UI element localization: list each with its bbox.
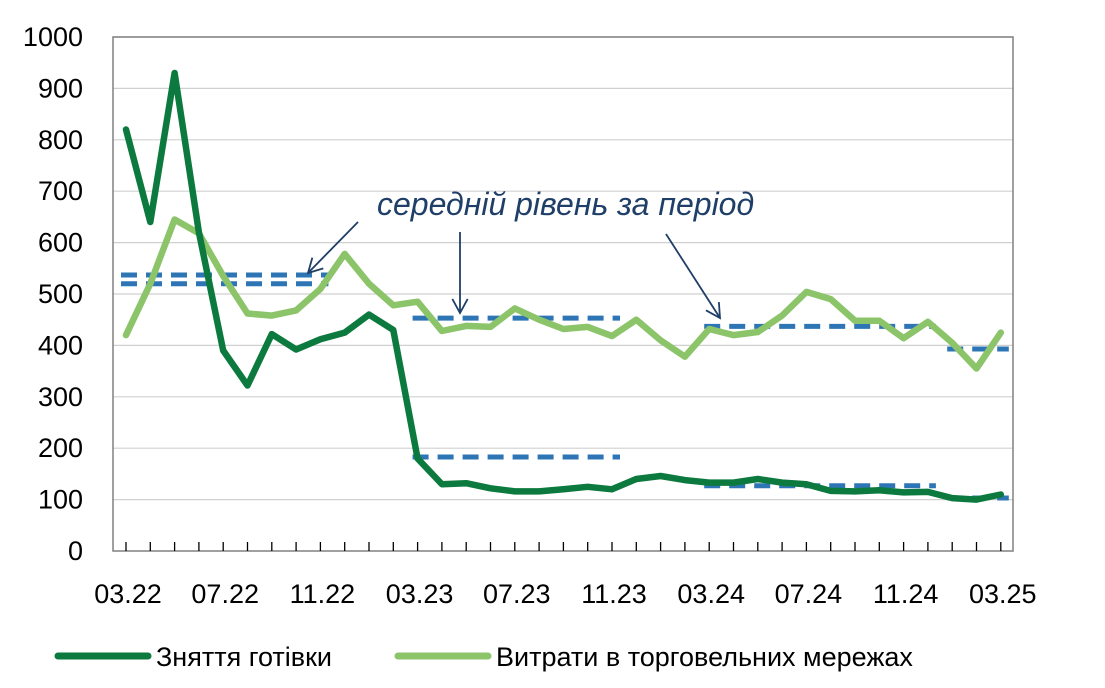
legend-label: Витрати в торговельних мережах: [496, 642, 913, 672]
average-level-lines: [121, 272, 1009, 501]
x-tick-label: 03.25: [969, 579, 1037, 609]
y-tick-label: 100: [38, 485, 83, 515]
y-tick-label: 500: [38, 279, 83, 309]
y-tick-label: 800: [38, 125, 83, 155]
y-tick-label: 1000: [23, 22, 83, 52]
gridlines: [113, 36, 1013, 501]
arrow-head: [705, 301, 722, 320]
y-tick-label: 900: [38, 73, 83, 103]
arrow-head: [306, 257, 324, 275]
y-tick-label: 700: [38, 176, 83, 206]
x-tick-label: 03.24: [677, 579, 745, 609]
x-tick-label: 11.23: [581, 579, 647, 609]
y-tick-label: 200: [38, 433, 83, 463]
y-axis-ticks: 0 100 200 300 400 500 600 700 800 900 1000: [23, 22, 83, 566]
annotation-label: середній рівень за період: [377, 186, 754, 222]
series-line: [122, 69, 1005, 503]
annotation-arrows: [306, 221, 722, 320]
y-tick-label: 400: [38, 330, 83, 360]
x-tick-label: 11.24: [873, 579, 939, 609]
y-tick-label: 300: [38, 382, 83, 412]
y-tick-label: 600: [38, 228, 83, 258]
x-axis-ticks: 03.22 07.22 11.22 03.23 07.23 11.23 03.24 07.24…: [94, 542, 1037, 609]
x-tick-label: 07.24: [775, 579, 843, 609]
x-tick-label: 03.22: [94, 579, 162, 609]
series-lines: [122, 69, 1005, 503]
x-tick-label: 07.22: [191, 579, 259, 609]
annotation: середній рівень за період: [306, 186, 754, 320]
legend: Зняття готівки Витрати в торговельних мер…: [54, 642, 913, 672]
x-tick-label: 07.23: [483, 579, 551, 609]
y-tick-label: 0: [68, 536, 83, 566]
x-tick-label: 03.23: [386, 579, 454, 609]
arrow-line: [665, 233, 721, 319]
x-tick-label: 11.22: [290, 579, 356, 609]
series-line: [122, 216, 1005, 372]
legend-label: Зняття готівки: [156, 642, 332, 672]
arrow-line: [307, 221, 359, 274]
arrow-head: [451, 298, 469, 315]
